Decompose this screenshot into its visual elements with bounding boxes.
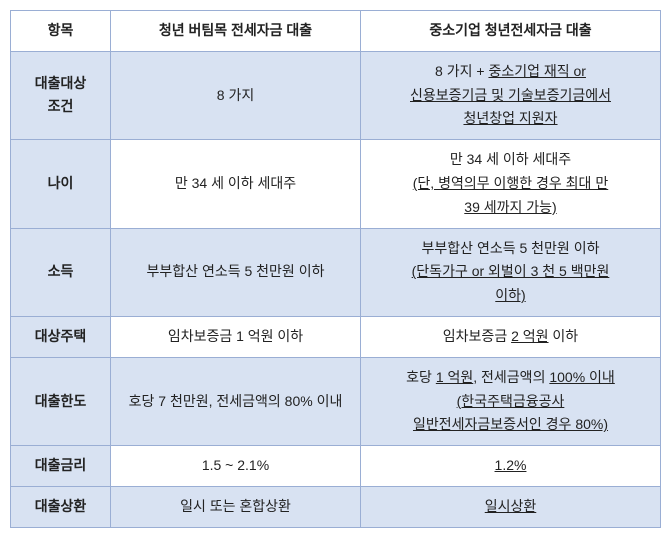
cell-conditions-loan2: 8 가지 + 중소기업 재직 or 신용보증기금 및 기술보증기금에서 청년창업… — [361, 51, 661, 139]
table-row: 대출금리 1.5 ~ 2.1% 1.2% — [11, 446, 661, 487]
row-label-limit: 대출한도 — [11, 357, 111, 445]
cell-limit-loan1: 호당 7 천만원, 전세금액의 80% 이내 — [111, 357, 361, 445]
row-label-conditions: 대출대상 조건 — [11, 51, 111, 139]
table-row: 소득 부부합산 연소득 5 천만원 이하 부부합산 연소득 5 천만원 이하 (… — [11, 228, 661, 316]
row-label-rate: 대출금리 — [11, 446, 111, 487]
cell-housing-loan2: 임차보증금 2 억원 이하 — [361, 316, 661, 357]
cell-limit-loan2: 호당 1 억원, 전세금액의 100% 이내 (한국주택금융공사 일반전세자금보… — [361, 357, 661, 445]
row-label-repay: 대출상환 — [11, 486, 111, 527]
cell-repay-loan1: 일시 또는 혼합상환 — [111, 486, 361, 527]
cell-rate-loan2: 1.2% — [361, 446, 661, 487]
cell-repay-loan2: 일시상환 — [361, 486, 661, 527]
row-label-age: 나이 — [11, 140, 111, 228]
table-row: 대출상환 일시 또는 혼합상환 일시상환 — [11, 486, 661, 527]
table-row: 나이 만 34 세 이하 세대주 만 34 세 이하 세대주 (단, 병역의무 … — [11, 140, 661, 228]
row-label-income: 소득 — [11, 228, 111, 316]
header-loan2: 중소기업 청년전세자금 대출 — [361, 11, 661, 52]
table-row: 대상주택 임차보증금 1 억원 이하 임차보증금 2 억원 이하 — [11, 316, 661, 357]
header-loan1: 청년 버팀목 전세자금 대출 — [111, 11, 361, 52]
table-header-row: 항목 청년 버팀목 전세자금 대출 중소기업 청년전세자금 대출 — [11, 11, 661, 52]
cell-age-loan1: 만 34 세 이하 세대주 — [111, 140, 361, 228]
table-row: 대출대상 조건 8 가지 8 가지 + 중소기업 재직 or 신용보증기금 및 … — [11, 51, 661, 139]
cell-conditions-loan1: 8 가지 — [111, 51, 361, 139]
cell-rate-loan1: 1.5 ~ 2.1% — [111, 446, 361, 487]
cell-age-loan2: 만 34 세 이하 세대주 (단, 병역의무 이행한 경우 최대 만 39 세까… — [361, 140, 661, 228]
cell-housing-loan1: 임차보증금 1 억원 이하 — [111, 316, 361, 357]
cell-income-loan1: 부부합산 연소득 5 천만원 이하 — [111, 228, 361, 316]
row-label-housing: 대상주택 — [11, 316, 111, 357]
header-item: 항목 — [11, 11, 111, 52]
cell-income-loan2: 부부합산 연소득 5 천만원 이하 (단독가구 or 외벌이 3 천 5 백만원… — [361, 228, 661, 316]
loan-comparison-table: 항목 청년 버팀목 전세자금 대출 중소기업 청년전세자금 대출 대출대상 조건… — [10, 10, 661, 528]
table-row: 대출한도 호당 7 천만원, 전세금액의 80% 이내 호당 1 억원, 전세금… — [11, 357, 661, 445]
